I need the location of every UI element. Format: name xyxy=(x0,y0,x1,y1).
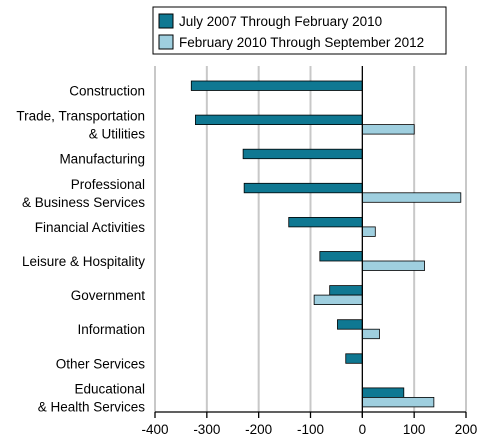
x-tick-label: 200 xyxy=(455,422,478,437)
bar xyxy=(288,216,363,228)
category-label: Leisure & Hospitality xyxy=(22,254,145,269)
x-tick-label: -200 xyxy=(245,422,272,437)
bar xyxy=(190,80,363,91)
category-label: Manufacturing xyxy=(59,152,145,167)
bar xyxy=(361,260,425,271)
bar xyxy=(243,182,363,194)
category-label: Information xyxy=(77,322,145,337)
bar xyxy=(319,251,363,262)
bar xyxy=(361,226,376,237)
bars xyxy=(190,80,462,408)
tick-labels: -400 -300 -200 -100 0 100 200 xyxy=(141,422,477,437)
bar xyxy=(361,124,415,135)
legend: July 2007 Through February 2010 February … xyxy=(152,6,447,55)
legend-label: July 2007 Through February 2010 xyxy=(179,14,382,29)
category-label: Financial Activities xyxy=(35,220,146,235)
bar xyxy=(361,328,380,340)
bar xyxy=(337,319,363,330)
bar xyxy=(313,294,363,306)
x-tick-label: -400 xyxy=(141,422,168,437)
category-label: & Health Services xyxy=(38,399,146,414)
bar xyxy=(361,396,435,408)
legend-swatch xyxy=(158,13,174,29)
axes xyxy=(154,66,467,418)
category-label: Government xyxy=(71,288,146,303)
bar xyxy=(345,353,363,364)
x-tick-label: -300 xyxy=(193,422,220,437)
category-label: Construction xyxy=(69,84,145,99)
bar xyxy=(195,114,363,125)
category-label: Trade, Transportation xyxy=(16,109,145,124)
bar xyxy=(329,285,363,296)
legend-label: February 2010 Through September 2012 xyxy=(179,35,424,50)
bar xyxy=(361,387,405,398)
category-label: Professional xyxy=(71,177,145,192)
category-label: Other Services xyxy=(56,356,146,371)
x-tick-label: 0 xyxy=(359,422,367,437)
legend-box xyxy=(152,6,447,55)
category-label: & Utilities xyxy=(89,127,146,142)
category-label: Educational xyxy=(74,381,145,396)
legend-swatch xyxy=(158,34,174,50)
category-labels: Construction Trade, Transportation & Utili… xyxy=(16,84,145,415)
x-tick-label: -100 xyxy=(297,422,324,437)
category-label: & Business Services xyxy=(22,195,145,210)
x-tick-label: 100 xyxy=(403,422,426,437)
bar xyxy=(242,148,363,160)
bar xyxy=(361,192,462,203)
